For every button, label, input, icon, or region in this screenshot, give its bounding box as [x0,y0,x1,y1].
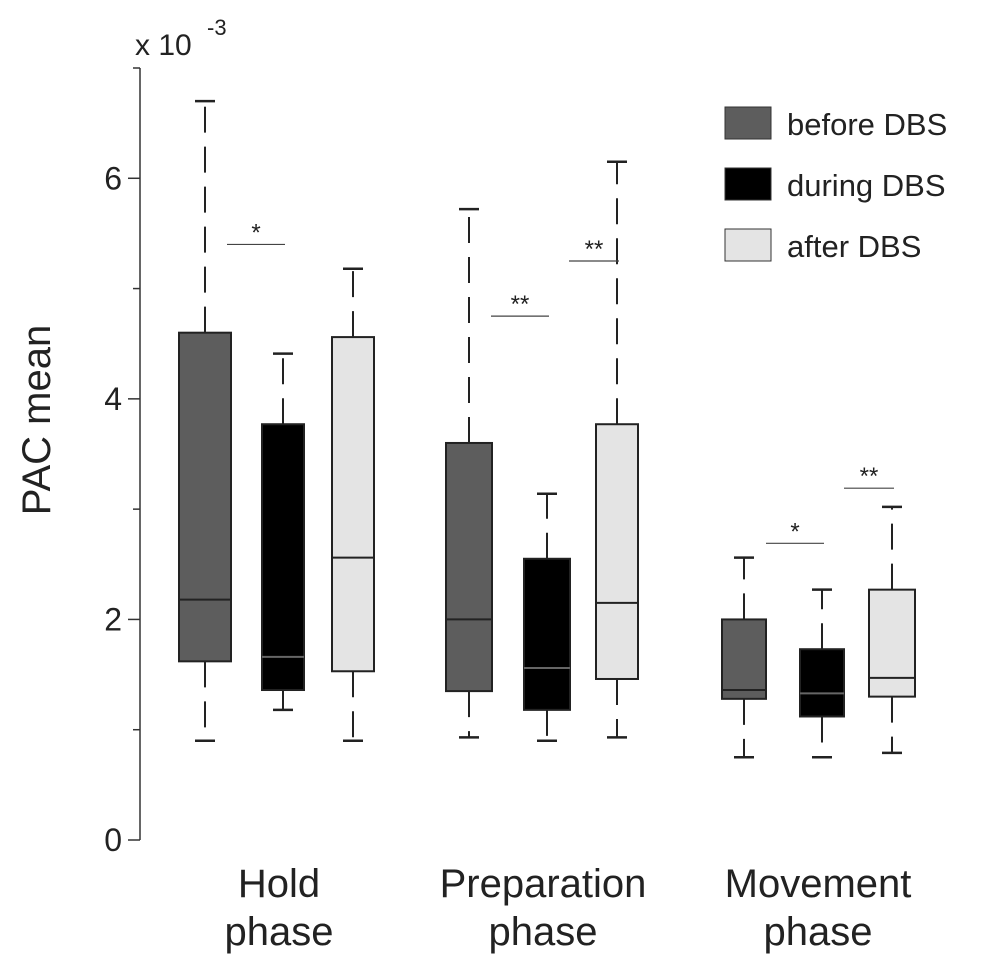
significance-marker: ** [844,463,894,490]
category-label-line2: phase [764,910,873,954]
y-axis-scale-label: x 10 [135,29,192,62]
series-during-dbs [261,352,845,759]
category-label-line1: Hold [238,862,320,906]
significance-label: ** [860,463,879,490]
significance-group: ******** [227,219,894,545]
significance-marker: ** [569,236,619,263]
box-iqr [445,441,493,693]
y-tick-label: 0 [104,822,122,858]
box-plot [868,505,916,755]
legend-swatch [724,106,772,140]
legend-item: after DBS [724,228,921,264]
y-tick-label: 2 [104,601,122,637]
box-plot [799,588,845,759]
legend: before DBS during DBS after DBS [724,106,947,264]
category-label-line2: phase [225,910,334,954]
category-label-line1: Preparation [440,862,647,906]
legend-item: during DBS [724,167,946,203]
box-iqr [261,423,305,692]
significance-label: * [251,219,260,246]
significance-label: ** [511,291,530,318]
box-iqr [595,423,639,680]
y-axis-title: PAC mean [15,325,59,515]
legend-item: before DBS [724,106,947,142]
box-plot [178,99,232,742]
legend-label: during DBS [787,168,946,203]
box-iqr [721,618,767,700]
y-axis-scale-exponent: -3 [207,15,227,40]
box-iqr [523,557,571,711]
significance-marker: ** [491,291,549,318]
y-tick-label: 6 [104,160,122,196]
box-plot [595,160,639,739]
legend-label: after DBS [787,229,921,264]
series-before-dbs [178,99,767,759]
category-label-line1: Movement [725,862,912,906]
y-axis-scale-note: x 10 -3 [135,15,227,62]
legend-swatch [724,167,772,201]
category-label-line2: phase [489,910,598,954]
box-iqr [331,336,375,673]
significance-label: ** [585,236,604,263]
significance-label: * [790,518,799,545]
box-plot [523,492,571,742]
box-iqr [799,648,845,718]
box-plot [331,267,375,742]
box-series-group [178,99,916,759]
significance-marker: * [766,518,824,545]
significance-marker: * [227,219,285,246]
y-axis: 0 2 4 6 [104,67,141,858]
box-plot [721,556,767,759]
box-plot [445,207,493,739]
y-tick-label: 4 [104,381,122,417]
box-iqr [178,331,232,663]
legend-label: before DBS [787,107,947,142]
box-iqr [868,588,916,698]
series-after-dbs [331,160,916,755]
box-plot [261,352,305,712]
legend-swatch [724,228,772,262]
